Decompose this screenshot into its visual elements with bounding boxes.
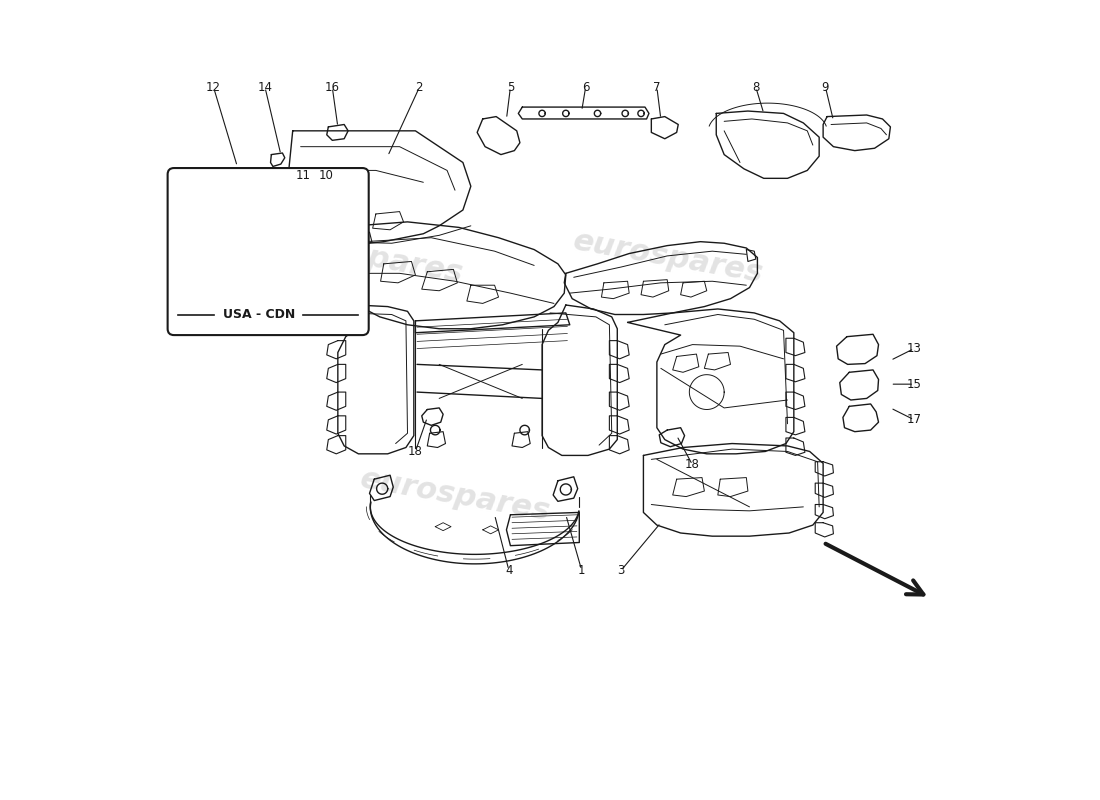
Text: 3: 3: [617, 564, 625, 577]
Text: 16: 16: [324, 81, 340, 94]
Text: 4: 4: [505, 564, 513, 577]
Text: eurospares: eurospares: [271, 226, 465, 289]
Text: 9: 9: [822, 81, 829, 94]
Text: 11: 11: [296, 170, 310, 182]
Text: 1: 1: [578, 564, 585, 577]
FancyBboxPatch shape: [167, 168, 368, 335]
Text: 8: 8: [752, 81, 759, 94]
Text: 5: 5: [507, 81, 514, 94]
Text: 13: 13: [906, 342, 922, 355]
Text: 18: 18: [408, 445, 422, 458]
Text: 17: 17: [906, 414, 922, 426]
Text: 14: 14: [257, 81, 273, 94]
Text: USA - CDN: USA - CDN: [222, 308, 295, 321]
Text: 2: 2: [416, 81, 424, 94]
Text: eurospares: eurospares: [571, 226, 767, 289]
Text: 15: 15: [906, 378, 922, 390]
Text: 18: 18: [685, 458, 700, 471]
Text: 7: 7: [653, 81, 661, 94]
Text: 10: 10: [319, 170, 333, 182]
Text: 6: 6: [582, 81, 590, 94]
Text: eurospares: eurospares: [358, 464, 552, 526]
Text: 12: 12: [206, 81, 221, 94]
